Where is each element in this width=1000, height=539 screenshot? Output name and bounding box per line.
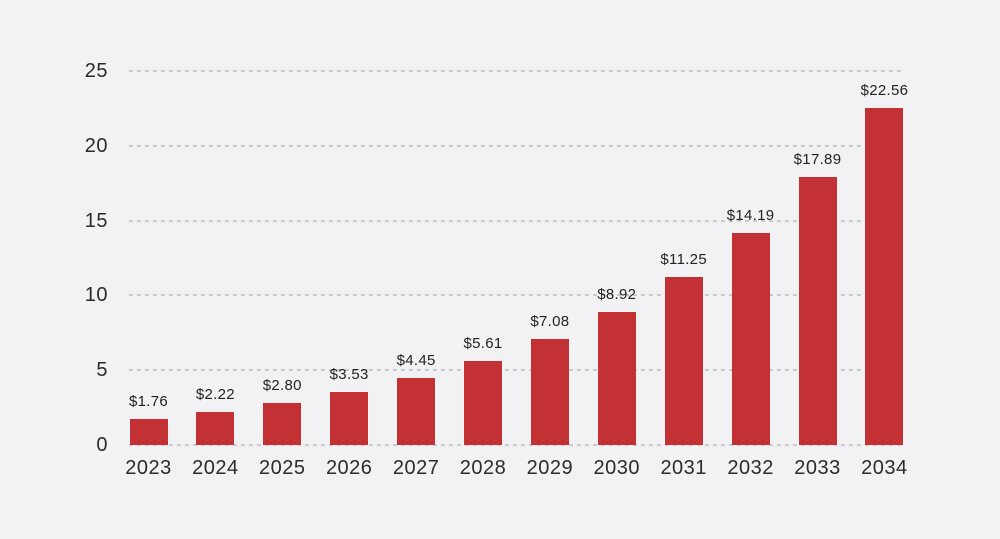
bar (664, 276, 703, 445)
x-tick-label: 2023 (125, 457, 172, 479)
bar-value-label: $2.80 (262, 377, 302, 395)
gridline (129, 369, 903, 372)
bar (530, 339, 569, 445)
bar (731, 232, 770, 445)
bar-value-label: $8.92 (597, 285, 637, 303)
x-tick-label: 2029 (526, 457, 574, 479)
gridline (129, 144, 903, 147)
bar-value-label: $1.76 (128, 392, 169, 410)
x-tick-label: 2031 (660, 457, 707, 479)
gridline (129, 294, 903, 297)
plot-area: $1.76 $2.22 $2.80 $3.53 $4.45 $5.61 $7.08 $8.92… (128, 70, 908, 446)
bar (196, 411, 235, 445)
bar (865, 107, 904, 445)
x-tick-label: 2024 (192, 457, 239, 479)
gridline (129, 444, 903, 446)
x-tick-label: 2033 (794, 457, 841, 479)
bar-value-label: $11.25 (660, 250, 707, 268)
x-tick-label: 2034 (861, 457, 908, 479)
gridline (129, 219, 903, 222)
bar-value-label: $2.22 (195, 385, 235, 403)
y-tick-label: 25 (84, 60, 108, 82)
bar (798, 177, 837, 445)
bar (263, 403, 302, 445)
bar (129, 418, 168, 445)
bar-value-label: $5.61 (463, 335, 503, 353)
bar-value-label: $22.56 (860, 81, 909, 99)
x-tick-label: 2032 (727, 457, 774, 479)
x-tick-label: 2025 (259, 457, 306, 479)
x-tick-label: 2030 (593, 457, 641, 479)
bar-value-label: $17.89 (793, 151, 842, 169)
bar-value-label: $7.08 (530, 313, 570, 331)
bar-value-label: $4.45 (396, 352, 436, 370)
y-tick-label: 0 (96, 434, 108, 456)
gridline (129, 70, 903, 72)
x-tick-label: 2027 (392, 457, 440, 479)
y-tick-label: 20 (84, 134, 108, 157)
bar (464, 361, 502, 445)
y-tick-label: 10 (84, 284, 108, 307)
bar-value-label: $3.53 (329, 366, 369, 384)
bar-value-label: $14.19 (726, 206, 775, 224)
y-tick-label: 5 (96, 359, 108, 382)
x-tick-label: 2026 (325, 457, 373, 479)
x-tick-label: 2028 (459, 457, 507, 479)
bar (397, 378, 436, 445)
bar (597, 311, 636, 445)
bar (330, 392, 369, 445)
y-tick-label: 15 (84, 209, 108, 232)
